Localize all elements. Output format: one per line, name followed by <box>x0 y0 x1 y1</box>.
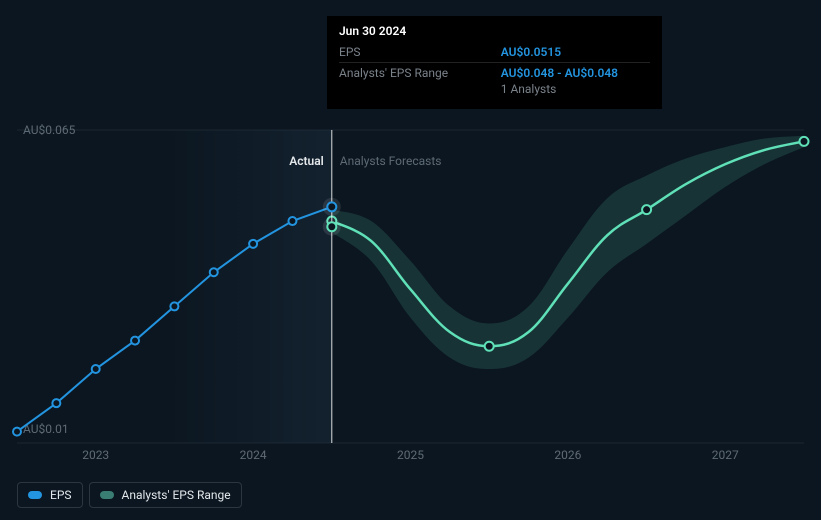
tooltip-row-sub: 1 Analysts <box>501 82 650 96</box>
svg-text:2024: 2024 <box>240 448 267 462</box>
svg-text:2027: 2027 <box>712 448 739 462</box>
svg-text:AU$0.01: AU$0.01 <box>23 422 69 436</box>
legend-item[interactable]: Analysts' EPS Range <box>89 482 242 508</box>
svg-text:2026: 2026 <box>554 448 581 462</box>
legend-swatch <box>100 491 114 499</box>
legend-label: Analysts' EPS Range <box>122 488 231 502</box>
svg-text:AU$0.065: AU$0.065 <box>23 123 76 137</box>
tooltip-date: Jun 30 2024 <box>339 24 650 38</box>
svg-text:2023: 2023 <box>82 448 109 462</box>
legend-label: EPS <box>50 488 72 502</box>
region-label-forecast: Analysts Forecasts <box>340 154 442 168</box>
chart-legend: EPS Analysts' EPS Range <box>17 482 242 508</box>
legend-swatch <box>28 491 42 499</box>
chart-tooltip: Jun 30 2024 EPSAU$0.0515Analysts' EPS Ra… <box>327 16 662 109</box>
tooltip-row-value: AU$0.048 - AU$0.0481 Analysts <box>501 63 650 100</box>
svg-text:2025: 2025 <box>397 448 424 462</box>
tooltip-row: EPSAU$0.0515 <box>339 42 650 63</box>
tooltip-row-label: EPS <box>339 42 501 63</box>
legend-item[interactable]: EPS <box>17 482 83 508</box>
tooltip-row-value: AU$0.0515 <box>501 42 650 63</box>
tooltip-row-label: Analysts' EPS Range <box>339 63 501 100</box>
region-label-actual: Actual <box>0 154 324 168</box>
tooltip-row: Analysts' EPS RangeAU$0.048 - AU$0.0481 … <box>339 63 650 100</box>
tooltip-table: EPSAU$0.0515Analysts' EPS RangeAU$0.048 … <box>339 42 650 99</box>
